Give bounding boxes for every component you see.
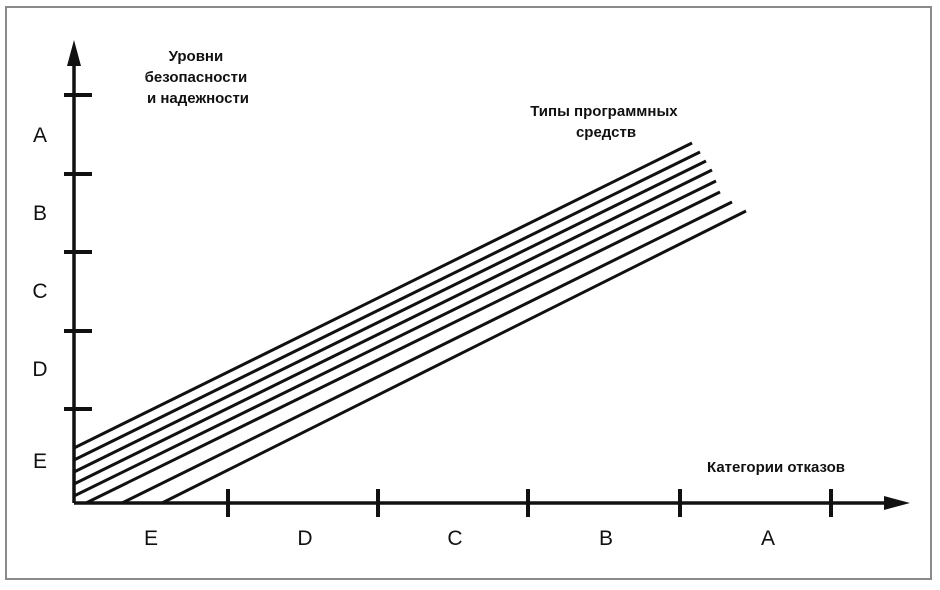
- software-types-label: Типы программных средств: [530, 103, 682, 141]
- x-category-label: A: [761, 527, 775, 550]
- y-level-label: A: [33, 124, 47, 147]
- y-level-label: B: [33, 202, 47, 225]
- y-level-label: C: [32, 280, 47, 303]
- y-level-label: D: [32, 358, 47, 381]
- x-axis-arrow-icon: [884, 496, 910, 510]
- x-category-label: C: [447, 527, 462, 550]
- y-axis-arrow-icon: [67, 40, 81, 66]
- software-type-line: [73, 168, 713, 486]
- software-type-line: [73, 179, 717, 498]
- software-type-lines: [73, 141, 747, 505]
- y-level-label: E: [33, 450, 47, 473]
- software-type-line: [161, 209, 747, 505]
- software-type-line: [73, 159, 707, 474]
- software-type-line: [85, 190, 721, 505]
- software-type-line: [73, 150, 701, 462]
- software-type-line: [121, 200, 733, 505]
- x-category-label: B: [599, 527, 613, 550]
- x-category-label: D: [297, 527, 312, 550]
- x-category-label: E: [144, 527, 158, 550]
- y-axis-title: Уровни безопасности и надежности: [145, 48, 252, 107]
- x-axis-title: Категории отказов: [707, 459, 845, 476]
- software-type-line: [73, 141, 693, 450]
